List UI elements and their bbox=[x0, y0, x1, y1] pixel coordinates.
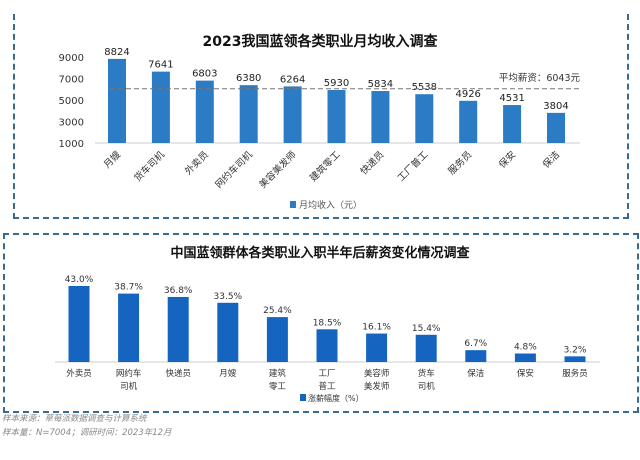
raise-chart-panel bbox=[3, 233, 639, 413]
data-label: 6380 bbox=[236, 73, 261, 84]
x-tick-label: 司机 bbox=[120, 381, 138, 392]
legend-swatch bbox=[300, 394, 306, 401]
bar bbox=[564, 356, 586, 362]
data-label: 15.4% bbox=[412, 324, 441, 334]
average-label: 平均薪资：6043元 bbox=[499, 72, 581, 84]
data-label: 16.1% bbox=[362, 323, 391, 333]
income-chart-panel bbox=[13, 14, 629, 219]
x-tick-label: 保安 bbox=[517, 368, 534, 379]
x-tick-label: 工厂 bbox=[318, 369, 335, 379]
data-label: 25.4% bbox=[263, 306, 292, 316]
data-label: 6264 bbox=[280, 74, 305, 85]
x-tick-label: 美容美发师 bbox=[257, 149, 299, 191]
data-label: 7641 bbox=[148, 60, 173, 71]
x-tick-label: 快递员 bbox=[165, 368, 191, 379]
data-label: 5930 bbox=[324, 78, 349, 89]
footnote-sample: 样本量：N=7004；调研时间：2023年12月 bbox=[2, 428, 172, 438]
data-label: 5538 bbox=[412, 82, 437, 93]
bar bbox=[415, 94, 434, 143]
y-tick-label: 5000 bbox=[59, 96, 84, 107]
x-tick-label: 保洁 bbox=[467, 368, 485, 379]
legend-label: 涨薪幅度（%） bbox=[308, 393, 364, 403]
y-tick-label: 9000 bbox=[59, 53, 84, 64]
x-tick-label: 月嫂 bbox=[219, 368, 237, 379]
data-label: 36.8% bbox=[164, 286, 193, 296]
x-tick-label: 快递员 bbox=[358, 149, 387, 178]
x-tick-label: 服务员 bbox=[562, 368, 588, 379]
x-tick-label: 工厂普工 bbox=[395, 148, 431, 184]
y-tick-label: 3000 bbox=[59, 118, 84, 129]
data-label: 5834 bbox=[368, 79, 393, 90]
legend-label: 月均收入（元） bbox=[299, 199, 362, 211]
x-tick-label: 外卖员 bbox=[182, 149, 211, 178]
x-tick-label: 建筑零工 bbox=[307, 148, 343, 184]
data-label: 3804 bbox=[543, 101, 568, 112]
x-tick-label: 货车 bbox=[418, 368, 435, 379]
x-tick-label: 月嫂 bbox=[102, 149, 124, 171]
x-tick-label: 网约车 bbox=[116, 368, 142, 379]
bar bbox=[217, 302, 239, 362]
y-tick-label: 7000 bbox=[59, 75, 84, 86]
data-label: 3.2% bbox=[564, 345, 587, 355]
data-label: 4926 bbox=[455, 89, 480, 100]
bar bbox=[327, 90, 346, 143]
bar bbox=[316, 329, 338, 362]
x-tick-label: 网约车司机 bbox=[213, 148, 255, 190]
bar bbox=[547, 112, 565, 143]
bar bbox=[167, 296, 189, 362]
bar bbox=[371, 91, 390, 143]
income-chart-title: 2023我国蓝领各类职业月均收入调查 bbox=[202, 34, 438, 50]
data-label: 4.8% bbox=[514, 343, 537, 353]
x-tick-label: 普工 bbox=[318, 381, 336, 392]
data-label: 6803 bbox=[192, 69, 217, 80]
x-tick-label: 货车司机 bbox=[132, 148, 168, 184]
bar bbox=[283, 86, 302, 143]
bar bbox=[266, 317, 288, 362]
bar bbox=[118, 293, 140, 362]
x-tick-label: 服务员 bbox=[446, 149, 475, 178]
data-label: 43.0% bbox=[65, 275, 94, 285]
bar bbox=[366, 333, 388, 362]
legend-swatch bbox=[290, 201, 296, 208]
bar bbox=[415, 334, 437, 362]
y-tick-label: 1000 bbox=[59, 139, 84, 150]
bar bbox=[108, 58, 126, 143]
data-label: 4531 bbox=[499, 93, 524, 104]
raise-chart-title: 中国蓝领群体各类职业入职半年后薪资变化情况调查 bbox=[170, 246, 470, 261]
x-tick-label: 保安 bbox=[496, 149, 518, 171]
footnote-source: 样本来源：草莓派数据调查与计算系统 bbox=[2, 414, 147, 424]
x-tick-label: 保洁 bbox=[540, 149, 562, 171]
x-tick-label: 美发师 bbox=[364, 381, 390, 392]
x-tick-label: 司机 bbox=[418, 381, 436, 392]
data-label: 6.7% bbox=[464, 339, 487, 349]
bar bbox=[151, 71, 170, 143]
bar bbox=[239, 85, 258, 143]
x-tick-label: 建筑 bbox=[269, 368, 287, 379]
data-label: 18.5% bbox=[313, 318, 342, 328]
data-label: 38.7% bbox=[114, 283, 143, 293]
bar bbox=[68, 286, 90, 362]
data-label: 8824 bbox=[104, 47, 129, 58]
bar bbox=[514, 353, 536, 362]
x-tick-label: 美容师 bbox=[364, 368, 390, 379]
bar bbox=[503, 105, 522, 143]
x-tick-label: 外卖员 bbox=[66, 368, 92, 379]
x-tick-label: 零工 bbox=[269, 382, 287, 392]
bar bbox=[465, 350, 487, 362]
data-label: 33.5% bbox=[214, 292, 243, 302]
bar bbox=[195, 80, 214, 143]
bar bbox=[459, 100, 478, 143]
